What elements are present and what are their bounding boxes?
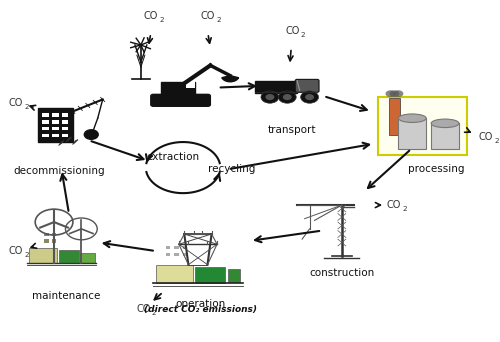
FancyBboxPatch shape [80, 253, 94, 263]
Circle shape [394, 90, 404, 97]
Text: CO: CO [478, 132, 493, 142]
FancyBboxPatch shape [182, 253, 187, 256]
Circle shape [305, 94, 314, 100]
Circle shape [261, 91, 279, 103]
Circle shape [266, 94, 274, 100]
FancyBboxPatch shape [42, 127, 48, 130]
FancyBboxPatch shape [255, 81, 297, 93]
Ellipse shape [431, 119, 459, 128]
FancyBboxPatch shape [42, 120, 48, 124]
FancyBboxPatch shape [196, 267, 225, 284]
FancyBboxPatch shape [160, 82, 196, 96]
FancyBboxPatch shape [182, 246, 187, 249]
FancyBboxPatch shape [389, 98, 400, 135]
FancyBboxPatch shape [62, 127, 68, 130]
FancyBboxPatch shape [151, 94, 210, 106]
FancyBboxPatch shape [38, 108, 73, 142]
FancyBboxPatch shape [156, 265, 193, 284]
FancyBboxPatch shape [378, 97, 468, 155]
Text: construction: construction [309, 268, 374, 278]
FancyBboxPatch shape [52, 113, 59, 117]
Text: CO: CO [200, 11, 215, 21]
Text: 2: 2 [24, 252, 29, 258]
Circle shape [283, 94, 292, 100]
FancyBboxPatch shape [52, 127, 59, 130]
Circle shape [84, 130, 98, 139]
FancyBboxPatch shape [42, 133, 48, 137]
Text: 2: 2 [301, 32, 306, 38]
Wedge shape [222, 76, 238, 82]
Text: CO: CO [144, 11, 158, 21]
Text: processing: processing [408, 163, 465, 173]
Text: transport: transport [268, 125, 316, 135]
FancyBboxPatch shape [398, 118, 426, 149]
Text: CO: CO [8, 246, 23, 256]
FancyBboxPatch shape [174, 246, 178, 249]
FancyBboxPatch shape [29, 248, 56, 263]
FancyBboxPatch shape [295, 79, 319, 92]
Text: 2: 2 [216, 17, 221, 23]
FancyBboxPatch shape [228, 269, 240, 282]
Circle shape [390, 90, 400, 97]
FancyBboxPatch shape [431, 123, 459, 149]
Circle shape [278, 91, 296, 103]
FancyBboxPatch shape [44, 233, 48, 236]
FancyBboxPatch shape [52, 239, 56, 242]
Text: 2: 2 [152, 310, 156, 316]
FancyBboxPatch shape [62, 120, 68, 124]
Text: recycling: recycling [208, 164, 255, 174]
Circle shape [300, 91, 318, 103]
Text: decommissioning: decommissioning [13, 166, 105, 176]
FancyBboxPatch shape [44, 239, 48, 242]
FancyBboxPatch shape [59, 250, 79, 263]
FancyBboxPatch shape [166, 246, 170, 249]
Text: operation: operation [176, 299, 226, 309]
Text: CO: CO [285, 26, 300, 36]
Text: 2: 2 [494, 138, 499, 144]
FancyBboxPatch shape [174, 253, 178, 256]
Text: CO: CO [8, 98, 23, 108]
Circle shape [386, 90, 396, 97]
Text: 2: 2 [24, 104, 29, 110]
Text: CO: CO [136, 304, 150, 314]
Text: CO: CO [387, 200, 401, 210]
FancyBboxPatch shape [52, 120, 59, 124]
FancyBboxPatch shape [52, 233, 56, 236]
FancyBboxPatch shape [166, 253, 170, 256]
FancyBboxPatch shape [186, 81, 196, 88]
FancyBboxPatch shape [42, 113, 48, 117]
FancyBboxPatch shape [62, 113, 68, 117]
FancyBboxPatch shape [62, 133, 68, 137]
Text: (direct CO₂ emissions): (direct CO₂ emissions) [144, 304, 257, 314]
Text: maintenance: maintenance [32, 291, 100, 301]
Text: 2: 2 [160, 17, 164, 23]
FancyBboxPatch shape [52, 133, 59, 137]
Ellipse shape [398, 114, 426, 122]
Text: extraction: extraction [146, 152, 200, 162]
Text: 2: 2 [402, 206, 407, 212]
